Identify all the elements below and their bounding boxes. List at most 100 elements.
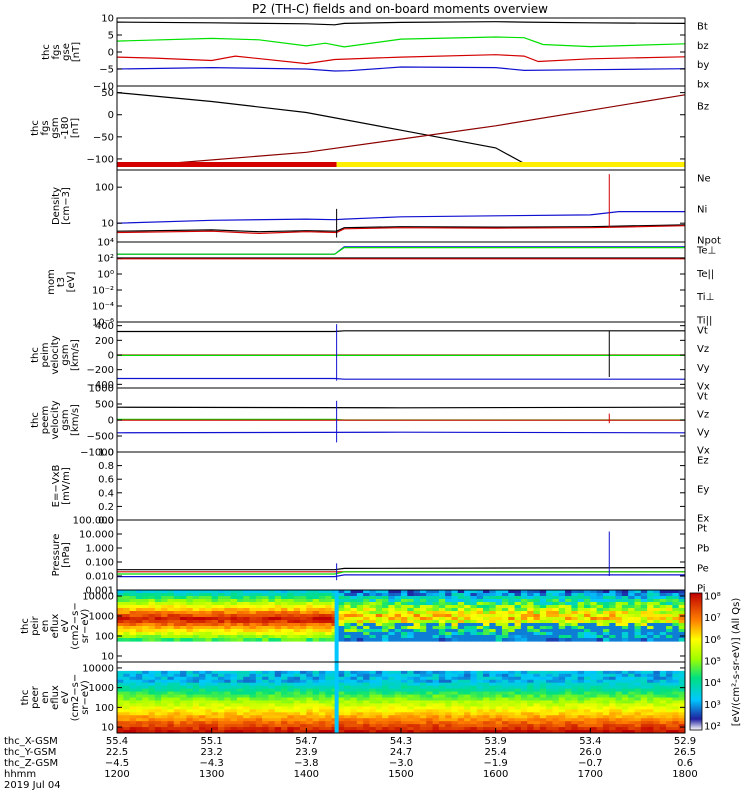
spectrogram-cell	[609, 712, 617, 716]
spectrogram-cell	[634, 599, 642, 603]
spectrogram-cell	[489, 608, 497, 612]
spectrogram-cell	[451, 712, 459, 716]
spectrogram-cell	[527, 718, 535, 722]
spectrogram-cell	[268, 599, 276, 603]
spectrogram-cell	[464, 670, 472, 675]
spectrogram-cell	[464, 673, 472, 678]
ephemeris-value: −0.7	[578, 758, 602, 769]
ephemeris-value: 0.6	[677, 758, 693, 769]
spectrogram-cell	[135, 602, 143, 606]
spectrogram-cell	[268, 590, 276, 594]
spectrogram-cell	[394, 596, 402, 600]
spectrogram-cell	[483, 709, 490, 713]
spectrogram-cell	[552, 676, 560, 681]
spectrogram-cell	[438, 676, 446, 681]
spectrogram-cell	[577, 638, 585, 642]
spectrogram-cell	[401, 691, 408, 696]
spectrogram-cell	[672, 629, 680, 633]
spectrogram-cell	[236, 688, 244, 693]
spectrogram-cell	[621, 593, 629, 597]
spectrogram-cell	[142, 730, 150, 733]
colorbar-label: [eV/(cm²-s-sr-eV)] (All Qs)	[731, 598, 742, 727]
spectrogram-cell	[369, 638, 377, 642]
spectrogram-cell	[558, 590, 566, 594]
spectrogram-cell	[527, 730, 535, 733]
ephemeris-value: 24.7	[390, 747, 412, 758]
spectrogram-cell	[230, 632, 238, 636]
spectrogram-cell	[199, 617, 206, 621]
spectrogram-cell	[565, 593, 572, 597]
spectrogram-cell	[356, 620, 364, 624]
spectrogram-cell	[451, 596, 459, 600]
spectrogram-cell	[312, 688, 320, 693]
spectrogram-cell	[268, 608, 276, 612]
spectrogram-cell	[262, 727, 270, 731]
spectrogram-cell	[615, 670, 623, 675]
spectrogram-cell	[432, 676, 440, 681]
spectrogram-cell	[451, 620, 459, 624]
spectrogram-cell	[672, 709, 680, 713]
spectrogram-cell	[262, 724, 270, 728]
spectrogram-cell	[129, 614, 137, 618]
spectrogram-cell	[457, 629, 465, 633]
spectrogram-cell	[243, 679, 251, 684]
spectrogram-cell	[356, 709, 364, 713]
spectrogram-cell	[678, 617, 685, 621]
spectrogram-cell	[236, 691, 244, 696]
spectrogram-cell	[401, 715, 408, 719]
spectrogram-cell	[552, 706, 560, 710]
spectrogram-cell	[678, 682, 685, 687]
spectrogram-cell	[255, 685, 263, 690]
spectrogram-cell	[388, 670, 396, 675]
spectrogram-cell	[306, 638, 314, 642]
spectrogram-cell	[306, 629, 314, 633]
spectrogram-cell	[520, 673, 528, 678]
spectrogram-cell	[489, 700, 497, 705]
spectrogram-cell	[539, 614, 547, 618]
spectrogram-cell	[552, 679, 560, 684]
spectrogram-cell	[318, 614, 326, 618]
spectrogram-cell	[123, 620, 131, 624]
spectrogram-cell	[426, 599, 434, 603]
spectrogram-cell	[255, 620, 263, 624]
spectrogram-cell	[274, 688, 282, 693]
spectrogram-cell	[148, 715, 156, 719]
spectrogram-cell	[508, 638, 516, 642]
spectrogram-cell	[388, 691, 396, 696]
spectrogram-cell	[533, 599, 541, 603]
spectrogram-cell	[154, 712, 162, 716]
spectrogram-cell	[117, 670, 124, 675]
spectrogram-cell	[602, 608, 610, 612]
spectrogram-cell	[337, 673, 345, 678]
panel-3-ylabel-line: Density	[51, 187, 62, 225]
spectrogram-cell	[401, 682, 408, 687]
spectrogram-cell	[180, 593, 188, 597]
spectrogram-cell	[167, 632, 175, 636]
spectrogram-cell	[217, 688, 225, 693]
spectrogram-cell	[546, 712, 554, 716]
spectrogram-cell	[678, 676, 685, 681]
spectrogram-cell	[350, 715, 358, 719]
spectrogram-cell	[596, 670, 604, 675]
panel-2-plot	[117, 92, 685, 164]
spectrogram-cell	[659, 623, 667, 627]
spectrogram-cell	[255, 602, 263, 606]
spectrogram-cell	[274, 679, 282, 684]
spectrogram-cell	[388, 629, 396, 633]
spectrogram-cell	[356, 673, 364, 678]
spectrogram-cell	[464, 617, 472, 621]
spectrogram-cell	[476, 593, 484, 597]
spectrogram-cell	[274, 670, 282, 675]
spectrogram-cell	[154, 602, 162, 606]
spectrogram-cell	[489, 697, 497, 702]
spectrogram-cell	[558, 670, 566, 675]
spectrogram-cell	[350, 709, 358, 713]
panel-1-ytick-label: −5	[99, 65, 114, 76]
spectrogram-cell	[407, 706, 415, 710]
spectrogram-cell	[262, 706, 270, 710]
colorbar-tick-label: 10⁵	[704, 657, 721, 668]
spectrogram-cell	[590, 694, 598, 699]
spectrogram-cell	[350, 694, 358, 699]
spectrogram-cell	[520, 712, 528, 716]
